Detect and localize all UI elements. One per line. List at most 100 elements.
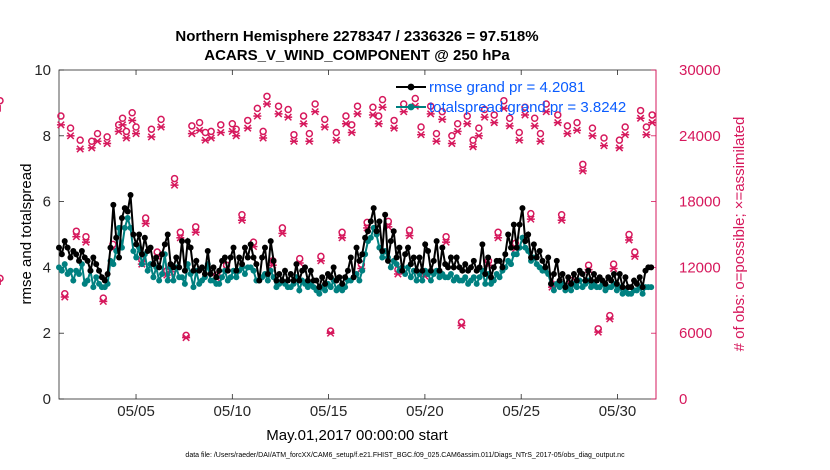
obs-assimilated-point bbox=[426, 110, 435, 118]
totalspread-point bbox=[473, 280, 480, 287]
obs-possible-point bbox=[66, 124, 75, 132]
obs-possible-point bbox=[500, 96, 508, 105]
obs-assimilated-point bbox=[453, 127, 462, 136]
obs-assimilated-point bbox=[132, 129, 141, 138]
rmse-line bbox=[58, 194, 652, 291]
obs-possible-point bbox=[274, 102, 283, 110]
obs-possible-point bbox=[232, 125, 240, 133]
obs-assimilated-point bbox=[374, 120, 383, 128]
rmse-point bbox=[347, 254, 354, 261]
rmse-point bbox=[107, 244, 114, 251]
rmse-point bbox=[633, 280, 640, 287]
totalspread-point bbox=[233, 274, 240, 281]
obs-possible-point bbox=[369, 103, 377, 112]
totalspread-point bbox=[150, 274, 157, 281]
rmse-point bbox=[216, 267, 223, 274]
rmse-point bbox=[110, 201, 117, 208]
obs-possible-point bbox=[147, 125, 156, 133]
obs-possible-point bbox=[353, 102, 362, 110]
rmse-point bbox=[58, 251, 65, 258]
rmse-point bbox=[508, 244, 515, 251]
obs-assimilated-point bbox=[147, 133, 156, 141]
rmse-point bbox=[344, 267, 351, 274]
totalspread-point bbox=[296, 287, 303, 294]
right-tick-label: 6000 bbox=[679, 325, 712, 342]
rmse-point bbox=[376, 218, 383, 225]
obs-assimilated-point bbox=[278, 229, 287, 238]
obs-assimilated-point bbox=[170, 181, 179, 189]
rmse-point bbox=[56, 244, 62, 251]
totalspread-point bbox=[76, 270, 83, 277]
rmse-point bbox=[221, 254, 228, 261]
legend-rmse-marker bbox=[407, 83, 415, 91]
rmse-point bbox=[296, 277, 303, 284]
x-tick-label: 05/05 bbox=[117, 403, 155, 420]
obs-possible-point bbox=[295, 254, 304, 263]
rmse-point bbox=[290, 277, 297, 284]
right-tick-label: 0 bbox=[679, 391, 687, 408]
rmse-point bbox=[330, 264, 337, 271]
totalspread-point bbox=[496, 274, 503, 281]
totalspread-point bbox=[470, 274, 477, 281]
obs-possible-point bbox=[263, 92, 271, 101]
rmse-point bbox=[199, 264, 206, 271]
rmse-point bbox=[610, 270, 617, 277]
chart-title-line1: Northern Hemisphere 2278347 / 2336326 = … bbox=[175, 28, 538, 45]
totalspread-point bbox=[379, 254, 386, 261]
totalspread-point bbox=[110, 261, 117, 268]
obs-assimilated-point bbox=[311, 107, 320, 116]
obs-assimilated-point bbox=[557, 216, 566, 224]
rmse-point bbox=[433, 238, 440, 245]
left-axis: 0 2 4 6 8 10 bbox=[34, 62, 64, 408]
rmse-point bbox=[256, 277, 263, 284]
totalspread-point bbox=[393, 261, 400, 268]
rmse-point bbox=[553, 257, 560, 264]
obs-possible-point bbox=[621, 123, 629, 131]
obs-possible-point bbox=[176, 228, 185, 237]
rmse-point bbox=[579, 270, 586, 277]
rmse-point bbox=[239, 261, 246, 268]
obs-possible-point bbox=[170, 174, 179, 183]
rmse-point bbox=[513, 244, 520, 251]
rmse-point bbox=[293, 261, 300, 268]
obs-assimilated-point bbox=[216, 128, 225, 137]
totalspread-point bbox=[219, 274, 226, 281]
obs-possible-point bbox=[207, 127, 215, 136]
obs-assimilated-point bbox=[232, 132, 241, 140]
rmse-point bbox=[273, 277, 280, 284]
rmse-point bbox=[485, 254, 492, 261]
obs-assimilated-point bbox=[505, 122, 514, 130]
obs-possible-point bbox=[57, 112, 65, 120]
left-tick-label: 8 bbox=[43, 128, 51, 145]
rmse-point bbox=[190, 267, 197, 274]
rmse-point bbox=[213, 274, 220, 281]
obs-assimilated-point bbox=[60, 293, 69, 301]
obs-possible-point bbox=[405, 226, 414, 234]
obs-assimilated-point bbox=[353, 110, 362, 118]
totalspread-point bbox=[124, 215, 131, 222]
totalspread-point bbox=[216, 280, 223, 287]
obs-possible-point bbox=[228, 119, 237, 128]
obs-possible-point bbox=[636, 106, 645, 115]
obs-assimilated-point bbox=[262, 100, 271, 108]
rmse-point bbox=[522, 238, 529, 245]
rmse-point bbox=[116, 254, 123, 261]
rmse-point bbox=[250, 254, 257, 261]
totalspread-point bbox=[356, 277, 363, 284]
obs-assimilated-point bbox=[305, 137, 314, 146]
obs-possible-point bbox=[191, 223, 200, 231]
obs-assimilated-point bbox=[99, 297, 108, 306]
obs-assimilated-point bbox=[515, 136, 524, 144]
obs-assimilated-point bbox=[187, 129, 196, 138]
obs-possible-point bbox=[82, 232, 90, 241]
obs-possible-point bbox=[442, 232, 450, 241]
obs-possible-point bbox=[600, 134, 608, 142]
rmse-point bbox=[118, 215, 125, 222]
x-axis-label: May.01,2017 00:00:00 start bbox=[266, 427, 448, 444]
rmse-point bbox=[130, 231, 137, 238]
y-axis-right-label: # of obs: o=possible; ×=assimilated bbox=[731, 117, 748, 352]
obs-possible-point bbox=[432, 129, 441, 138]
obs-assimilated-point bbox=[157, 123, 166, 131]
rmse-point bbox=[176, 264, 183, 271]
rmse-point bbox=[588, 277, 595, 284]
